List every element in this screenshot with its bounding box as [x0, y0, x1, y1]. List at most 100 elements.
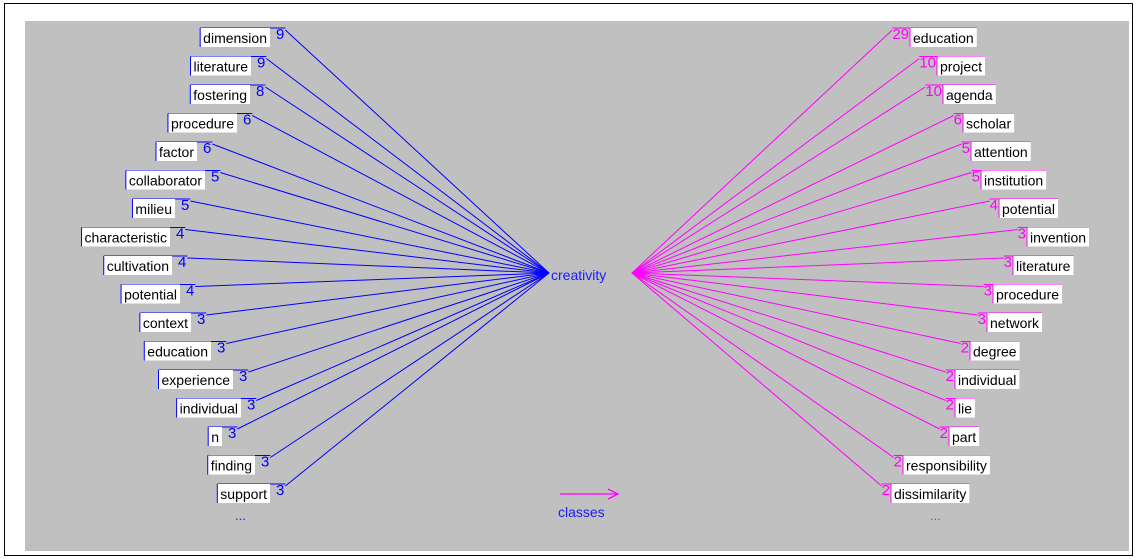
left-term-label: fostering [193, 87, 247, 103]
right-term-label: project [940, 59, 982, 75]
left-connector-line [270, 273, 549, 458]
left-connector-line [285, 273, 549, 486]
left-term-item[interactable]: collaborator 5 [126, 169, 220, 190]
right-term-label: dissimilarity [894, 486, 966, 502]
diagram-canvas: dimension 9 literature 9 fostering 8 procedure… [25, 21, 1129, 551]
left-term-label: collaborator [129, 173, 202, 189]
left-connector-line [220, 173, 549, 274]
left-term-count: 8 [256, 83, 264, 100]
right-term-count: 3 [1004, 254, 1012, 271]
right-term-count: 2 [946, 368, 954, 385]
left-term-count: 3 [239, 368, 247, 385]
right-term-count: 5 [972, 169, 980, 186]
right-connector-line [632, 30, 892, 273]
right-term-label: education [913, 30, 974, 46]
right-connector-line [632, 201, 990, 273]
right-term-label: network [990, 315, 1040, 331]
left-term-count: 5 [181, 197, 189, 214]
left-term-label: milieu [135, 201, 172, 217]
right-term-count: 3 [978, 311, 986, 328]
left-term-count: 3 [217, 340, 225, 357]
left-term-count: 4 [176, 226, 184, 243]
right-term-label: invention [1030, 230, 1086, 246]
left-term-item[interactable]: factor 6 [156, 140, 211, 161]
legend: classes [558, 489, 618, 520]
right-term-label: agenda [946, 87, 993, 103]
left-more-ellipsis[interactable]: ... [235, 508, 246, 523]
left-term-label: cultivation [107, 258, 169, 274]
left-connector-line [265, 87, 549, 273]
left-term-count: 4 [186, 283, 194, 300]
left-term-item[interactable]: support 3 [217, 482, 284, 503]
right-more-ellipsis[interactable]: ... [930, 508, 941, 523]
right-term-label: procedure [996, 287, 1059, 303]
left-term-item[interactable]: milieu 5 [132, 197, 189, 218]
left-term-item[interactable]: experience 3 [159, 368, 248, 389]
right-term-count: 2 [946, 397, 954, 414]
left-term-count: 4 [178, 254, 186, 271]
right-term-count: 2 [940, 425, 948, 442]
left-term-item[interactable]: potential 4 [121, 283, 194, 304]
left-term-count: 3 [228, 425, 236, 442]
left-term-label: education [147, 344, 208, 360]
right-term-label: scholar [966, 116, 1011, 132]
left-term-item[interactable]: cultivation 4 [104, 254, 187, 275]
left-term-count: 3 [197, 311, 205, 328]
right-connector-line [632, 144, 962, 273]
left-term-label: support [220, 486, 267, 502]
left-term-item[interactable]: dimension 9 [200, 26, 284, 47]
right-term-count: 3 [984, 283, 992, 300]
right-term-item[interactable]: lie 2 [946, 397, 975, 418]
right-term-list: education29project10agenda10scholar6atte… [882, 26, 1089, 503]
left-term-count: 6 [203, 140, 211, 157]
left-term-count: 3 [247, 397, 255, 414]
left-term-count: 9 [276, 26, 284, 43]
center-term-label[interactable]: creativity [551, 267, 606, 283]
right-connector-line [632, 273, 946, 372]
right-term-count: 2 [894, 454, 902, 471]
left-term-item[interactable]: context 3 [140, 311, 205, 332]
legend-label[interactable]: classes [558, 504, 605, 520]
right-term-count: 10 [925, 83, 942, 100]
left-term-label: dimension [203, 30, 267, 46]
right-term-count: 2 [882, 482, 890, 499]
right-term-label: potential [1002, 201, 1055, 217]
right-term-label: degree [973, 344, 1017, 360]
left-term-item[interactable]: fostering 8 [190, 83, 264, 104]
left-term-list: dimension 9 literature 9 fostering 8 procedure… [82, 26, 285, 503]
left-term-item[interactable]: literature 9 [191, 55, 266, 76]
left-term-item[interactable]: characteristic 4 [82, 226, 185, 247]
left-term-item[interactable]: individual 3 [177, 397, 256, 418]
left-connector-line [248, 273, 549, 372]
right-connector-line [632, 173, 972, 274]
left-term-item[interactable]: education 3 [144, 340, 225, 361]
left-term-count: 5 [211, 169, 219, 186]
right-term-label: responsibility [906, 458, 987, 474]
left-term-item[interactable]: finding 3 [208, 454, 270, 475]
left-term-label: procedure [171, 116, 234, 132]
right-term-count: 6 [954, 112, 962, 129]
left-term-label: factor [159, 144, 194, 160]
left-term-label: literature [194, 59, 249, 75]
left-term-label: experience [162, 372, 231, 388]
left-term-count: 6 [243, 112, 251, 129]
left-term-item[interactable]: procedure 6 [168, 112, 251, 133]
left-connector-line [285, 30, 549, 273]
